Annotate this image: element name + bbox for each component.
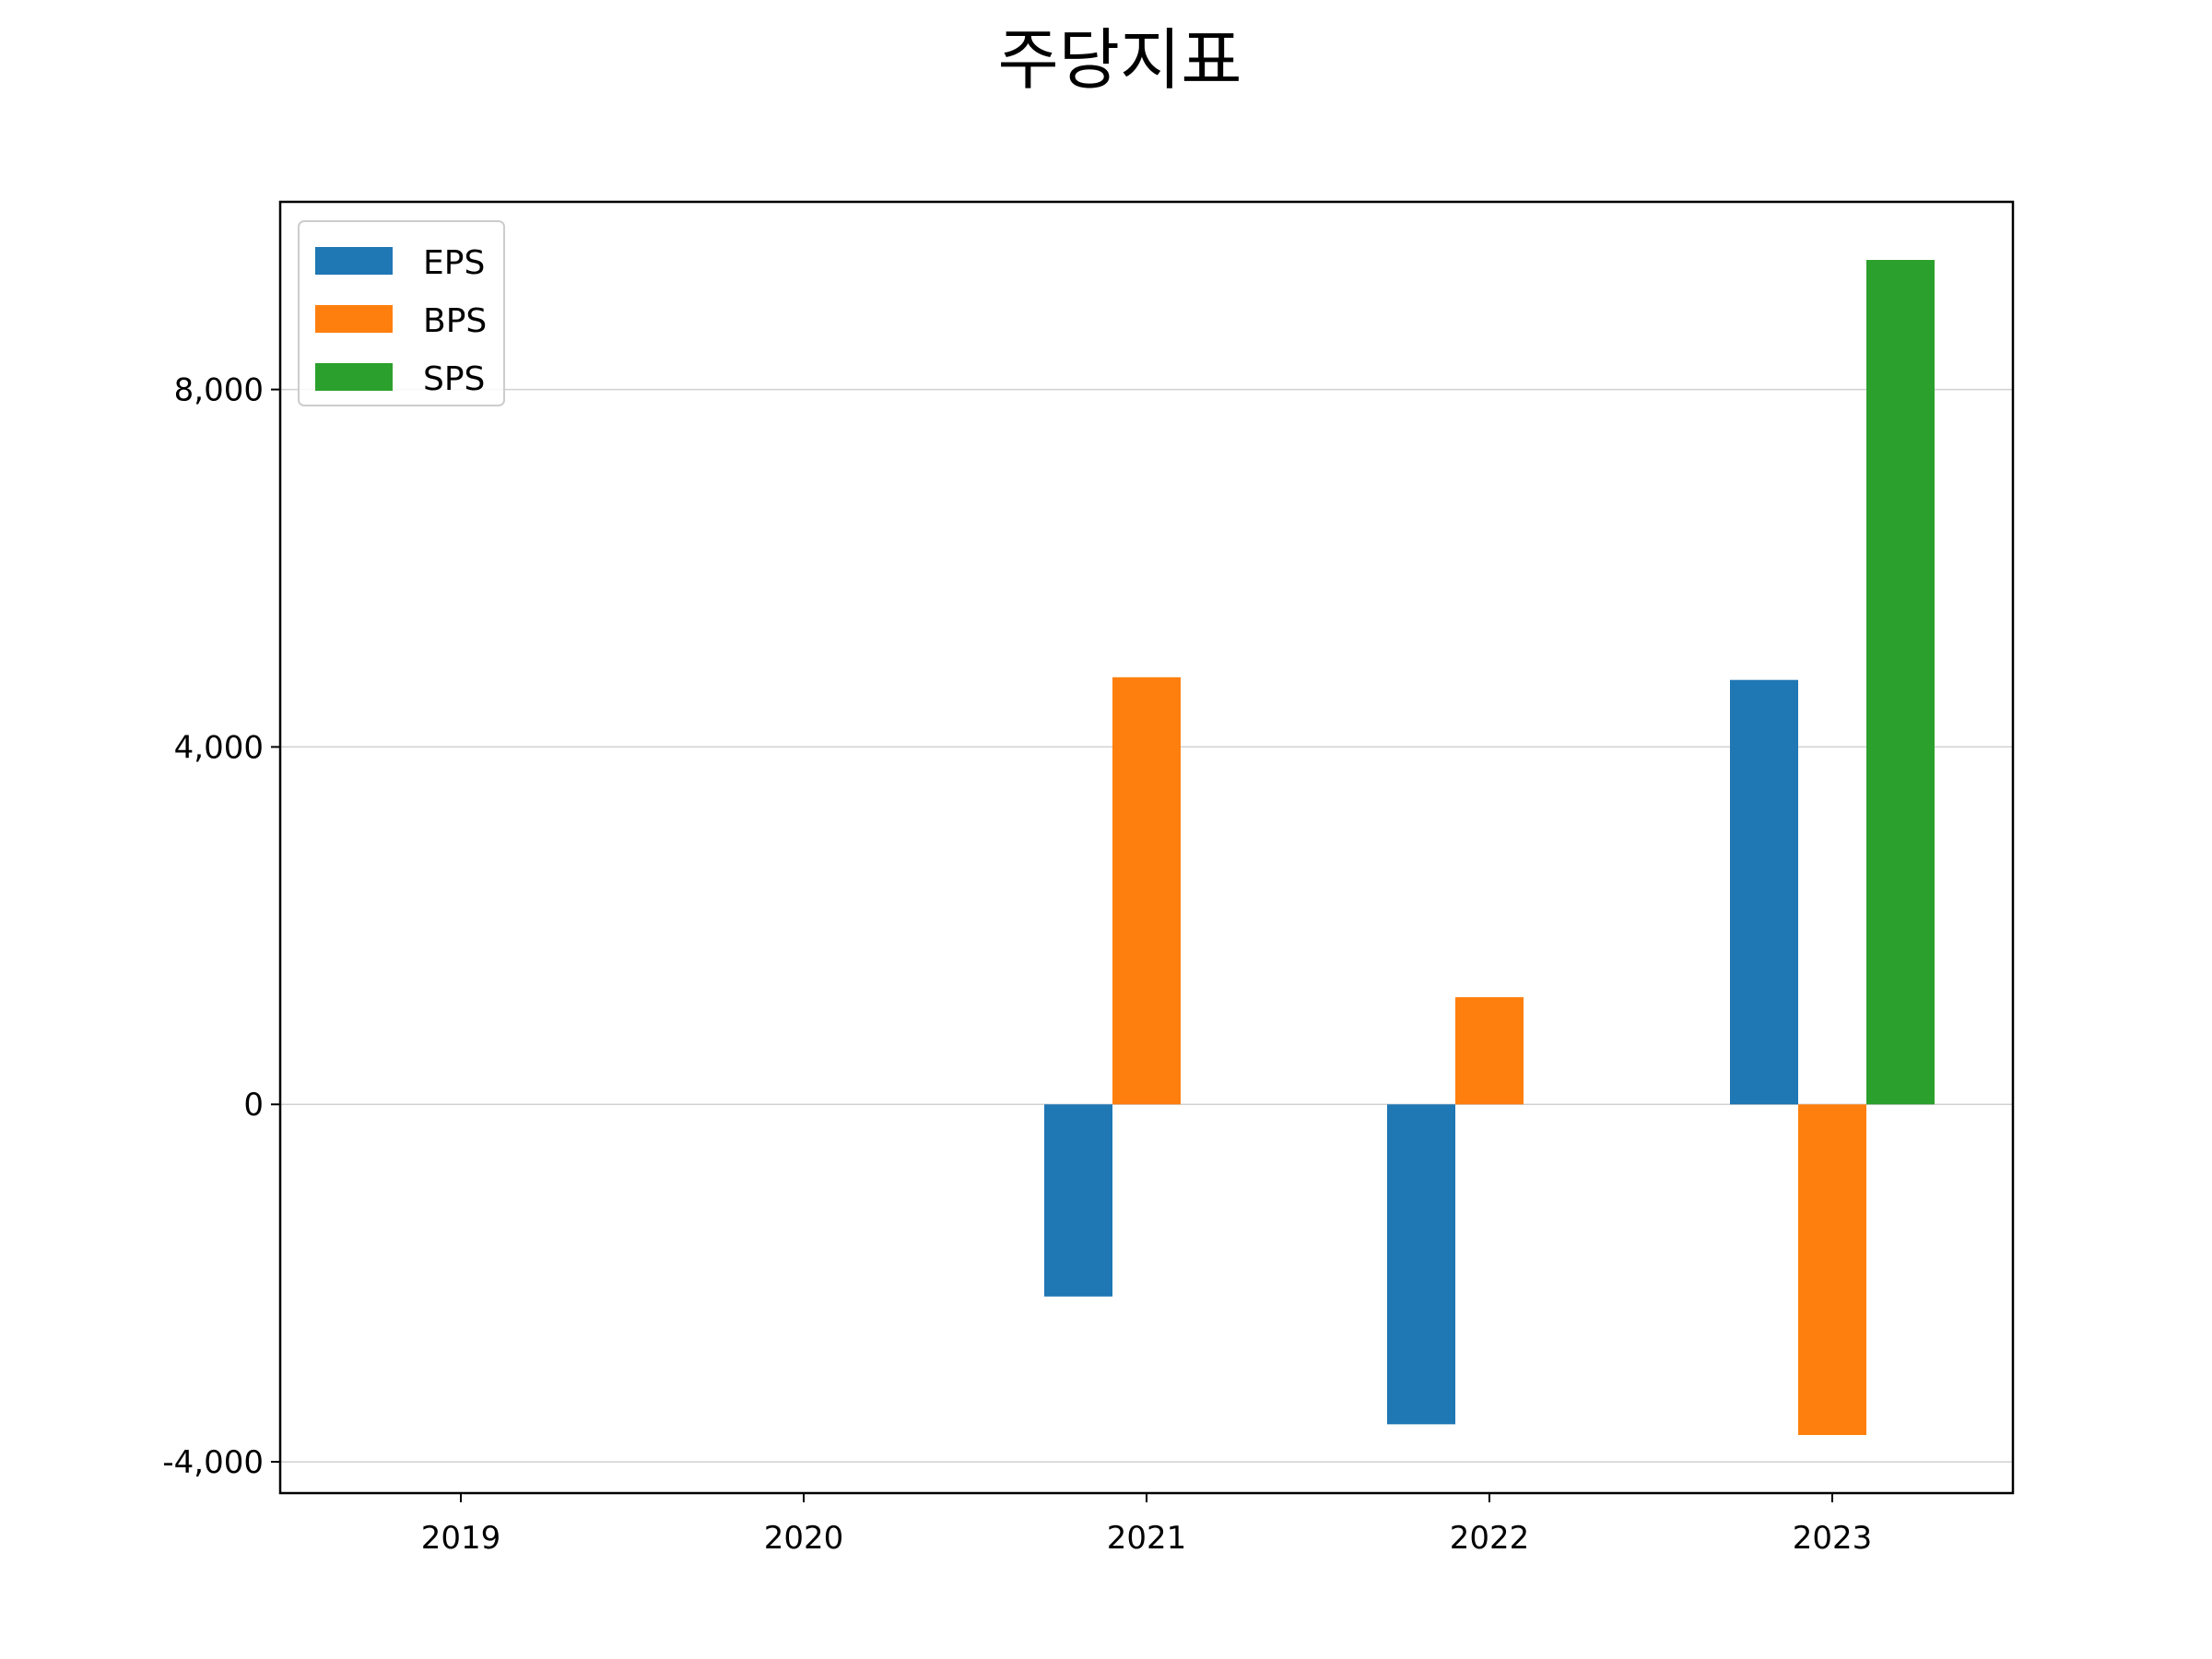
y-tick-label: -4,000 [162, 1444, 264, 1481]
bar-bps [1798, 1104, 1866, 1435]
legend: EPS BPS SPS [298, 220, 505, 406]
legend-label-bps: BPS [423, 302, 487, 340]
bar-eps [1387, 1104, 1455, 1425]
x-axis: 2019 2020 2021 2022 2023 [421, 1493, 1873, 1557]
chart-title: 주당지표 [998, 21, 1242, 99]
x-tick-label: 2019 [421, 1520, 501, 1557]
x-tick-label: 2022 [1450, 1520, 1530, 1557]
bar-bps [1455, 996, 1524, 1105]
y-tick-label: 0 [243, 1087, 264, 1124]
y-tick-label: 4,000 [174, 729, 264, 766]
legend-swatch-bps [315, 305, 393, 333]
x-tick-label: 2020 [764, 1520, 844, 1557]
legend-label-eps: EPS [423, 244, 485, 282]
bar-eps [1044, 1104, 1112, 1297]
bars [1044, 260, 1935, 1435]
bar-sps [1866, 260, 1935, 1105]
bar-eps [1730, 679, 1798, 1105]
y-axis: -4,000 0 4,000 8,000 [162, 372, 280, 1481]
legend-label-sps: SPS [423, 360, 485, 398]
x-tick-label: 2023 [1793, 1520, 1873, 1557]
legend-swatch-eps [315, 247, 393, 275]
legend-swatch-sps [315, 363, 393, 391]
x-tick-label: 2021 [1107, 1520, 1187, 1557]
bar-bps [1112, 677, 1181, 1105]
y-tick-label: 8,000 [174, 372, 264, 409]
